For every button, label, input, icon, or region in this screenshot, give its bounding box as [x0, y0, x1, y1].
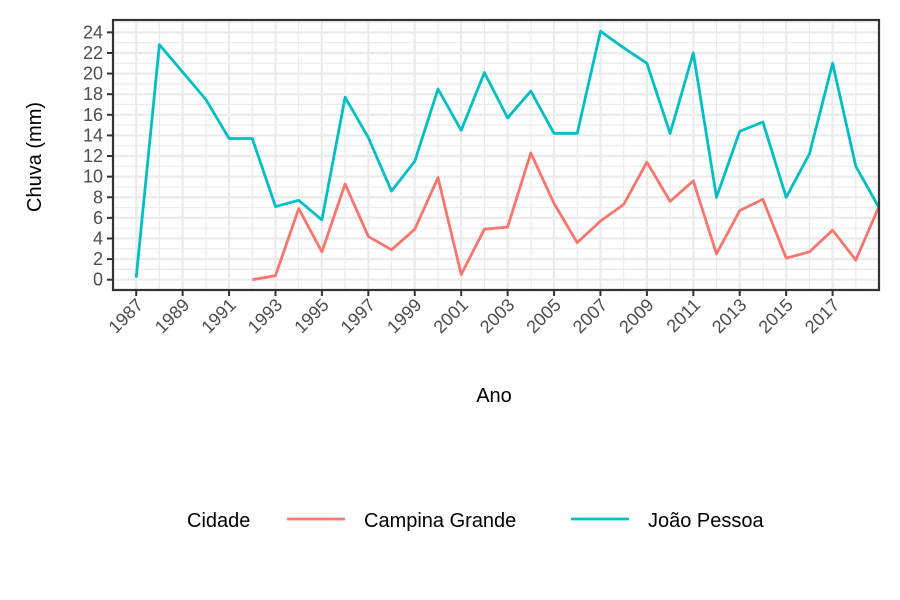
- legend: Cidade Campina Grande João Pessoa: [187, 510, 765, 532]
- legend-label: João Pessoa: [648, 510, 765, 532]
- y-tick-label: 0: [93, 270, 103, 290]
- panel-border-rect: [111, 18, 881, 292]
- major-gridlines: [113, 20, 879, 290]
- y-tick-label: 10: [83, 167, 103, 187]
- x-tick-label: 2001: [430, 295, 472, 337]
- y-tick-label: 2: [93, 249, 103, 269]
- y-tick-label: 8: [93, 187, 103, 207]
- series-line-joao-pessoa: [134, 29, 881, 278]
- x-tick-label: 2007: [569, 295, 611, 337]
- x-tick-label: 1993: [244, 295, 286, 337]
- legend-item: João Pessoa: [571, 510, 765, 532]
- y-tick-label: 18: [83, 84, 103, 104]
- y-tick-label: 22: [83, 43, 103, 63]
- x-tick-label: 2005: [522, 295, 564, 337]
- y-tick-label: 24: [83, 22, 103, 42]
- x-tick-label: 1997: [337, 295, 379, 337]
- y-tick-label: 14: [83, 125, 103, 145]
- x-tick-label: 2013: [708, 295, 750, 337]
- y-tick-label: 12: [83, 146, 103, 166]
- y-tick-label: 6: [93, 208, 103, 228]
- x-axis: 1987 1989 1991 1993 1995 1997 1999 2001 2003 2005…: [105, 290, 843, 337]
- x-tick-label: 2011: [663, 295, 705, 337]
- legend-item: Campina Grande: [287, 510, 516, 532]
- x-tick-label: 1987: [105, 295, 147, 337]
- legend-title: Cidade: [187, 510, 250, 532]
- plot-border: [111, 18, 881, 292]
- x-tick-label: 1995: [290, 295, 332, 337]
- y-tick-label: 4: [93, 228, 103, 248]
- x-tick-label: 1999: [383, 295, 425, 337]
- x-axis-title: Ano: [476, 385, 512, 407]
- x-tick-label: 2015: [755, 295, 797, 337]
- y-axis-title: Chuva (mm): [24, 102, 46, 212]
- y-tick-label: 20: [83, 64, 103, 84]
- x-tick-label: 1989: [151, 295, 193, 337]
- y-tick-label: 16: [83, 105, 103, 125]
- series-lines: [134, 29, 881, 282]
- series-line-campina-grande: [252, 151, 881, 282]
- x-tick-label: 2009: [615, 295, 657, 337]
- x-tick-label: 2003: [476, 295, 518, 337]
- x-tick-label: 2017: [801, 295, 843, 337]
- legend-label: Campina Grande: [364, 510, 516, 532]
- x-tick-label: 1991: [197, 295, 239, 337]
